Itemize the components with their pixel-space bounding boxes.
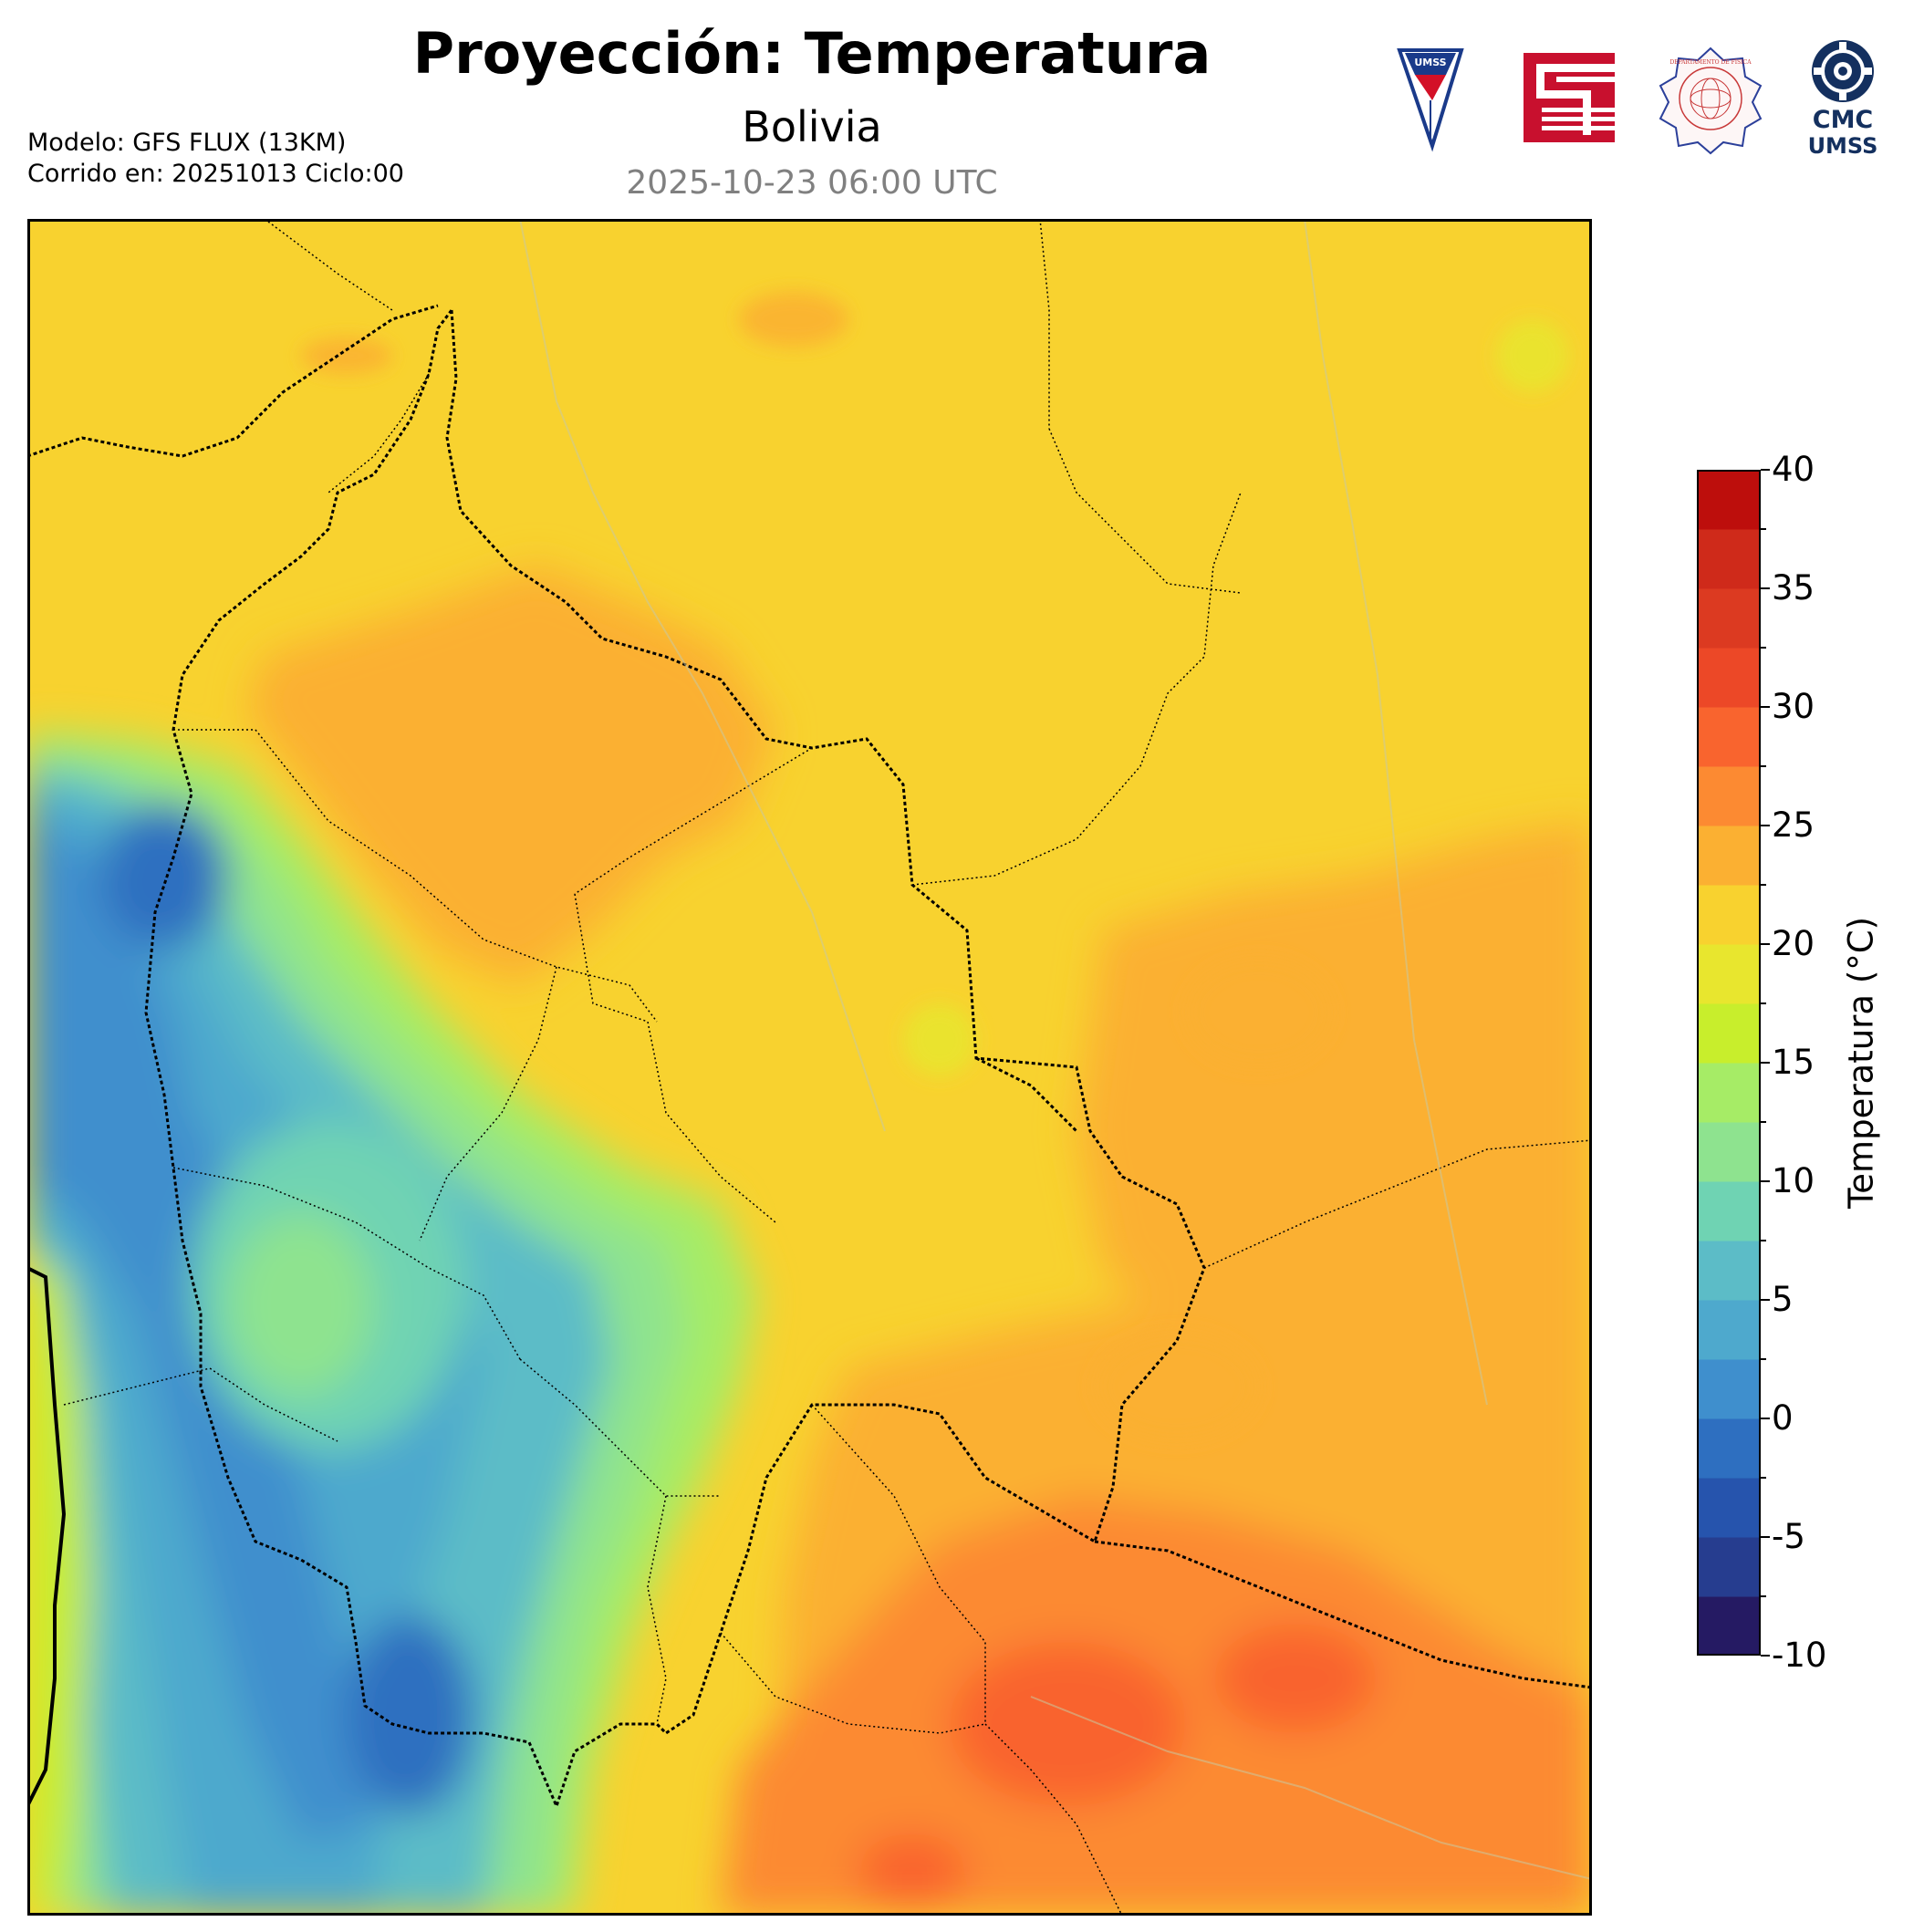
colorbar-frame — [1697, 470, 1761, 1656]
colorbar-label: Temperatura (°C) — [1841, 916, 1881, 1210]
colorbar-tick-label: 0 — [1772, 1398, 1794, 1438]
model-info-run: Corrido en: 20251013 Ciclo:00 — [27, 160, 404, 188]
colorbar-tick-mark — [1761, 587, 1770, 589]
colorbar-segment — [1697, 826, 1761, 886]
colorbar-segment — [1697, 470, 1761, 530]
colorbar-tick-label: 40 — [1772, 450, 1815, 489]
colorbar-tick-label: -10 — [1772, 1636, 1827, 1675]
colorbar-minor-tick — [1761, 884, 1766, 886]
colorbar-tick-label: 10 — [1772, 1161, 1815, 1200]
umss-logo-text: UMSS — [1414, 57, 1446, 68]
colorbar-tick-label: 20 — [1772, 924, 1815, 963]
temperature-map — [26, 218, 1593, 1916]
colorbar-segment — [1697, 648, 1761, 708]
colorbar-tick-mark — [1761, 1418, 1770, 1419]
colorbar-minor-tick — [1761, 528, 1766, 530]
colorbar-tick-mark — [1761, 1180, 1770, 1182]
colorbar-tick-mark — [1761, 1062, 1770, 1064]
cmc-umss-text: UMSS — [1808, 133, 1878, 159]
colorbar-segment — [1697, 1003, 1761, 1064]
colorbar-tick-mark — [1761, 825, 1770, 826]
colorbar-tick-label: 35 — [1772, 568, 1815, 608]
colorbar-minor-tick — [1761, 647, 1766, 649]
colorbar-minor-tick — [1761, 1121, 1766, 1123]
dept-seal-text: DEPARTAMENTO DE FÍSICA — [1669, 59, 1752, 66]
logo-bar: UMSS DEPARTAMENTO DE FÍSICA — [1396, 36, 1907, 164]
page-subtitle: Bolivia — [742, 102, 882, 151]
colorbar-segment — [1697, 1122, 1761, 1182]
colorbar-segment — [1697, 1418, 1761, 1479]
temperature-field — [27, 219, 1592, 1916]
colorbar-tick-label: 30 — [1772, 687, 1815, 726]
colorbar-segment — [1697, 766, 1761, 826]
colorbar-segment — [1697, 707, 1761, 767]
model-info-line: Modelo: GFS FLUX (13KM) — [27, 129, 347, 157]
colorbar-segment — [1697, 885, 1761, 945]
colorbar-segment — [1697, 1063, 1761, 1123]
colorbar-tick-label: 15 — [1772, 1043, 1815, 1082]
colorbar-segment — [1697, 1181, 1761, 1241]
department-borders — [63, 218, 1593, 1916]
cmc-text: CMC — [1813, 106, 1874, 134]
colorbar-segment — [1697, 1596, 1761, 1657]
forecast-datetime: 2025-10-23 06:00 UTC — [626, 164, 998, 202]
colorbar-minor-tick — [1761, 1477, 1766, 1479]
colorbar-minor-tick — [1761, 1002, 1766, 1004]
colorbar-tick-mark — [1761, 1536, 1770, 1538]
colorbar-tick-mark — [1761, 1655, 1770, 1657]
department-seal: DEPARTAMENTO DE FÍSICA — [1659, 47, 1763, 155]
colorbar-tick-label: 25 — [1772, 805, 1815, 845]
colorbar-tick-mark — [1761, 706, 1770, 708]
colorbar-segment — [1697, 1537, 1761, 1597]
colorbar-tick-mark — [1761, 943, 1770, 945]
colorbar-minor-tick — [1761, 1240, 1766, 1241]
colorbar-minor-tick — [1761, 1595, 1766, 1597]
colorbar-minor-tick — [1761, 1358, 1766, 1360]
colorbar-tick-label: -5 — [1772, 1517, 1805, 1556]
colorbar-segment — [1697, 529, 1761, 589]
colorbar-segment — [1697, 1300, 1761, 1360]
red-geometric-logo — [1524, 53, 1615, 142]
country-borders — [26, 304, 1593, 1811]
model-info: Modelo: GFS FLUX (13KM) Corrido en: 2025… — [27, 128, 404, 190]
umss-logo: UMSS — [1397, 48, 1464, 152]
map-frame — [27, 219, 1592, 1916]
colorbar-segment — [1697, 944, 1761, 1004]
colorbar-tick-mark — [1761, 1299, 1770, 1301]
colorbar-segment — [1697, 1478, 1761, 1538]
colorbar — [1697, 470, 1761, 1657]
colorbar-segment — [1697, 588, 1761, 649]
colorbar-segment — [1697, 1359, 1761, 1419]
colorbar-tick-label: 5 — [1772, 1280, 1794, 1319]
colorbar-minor-tick — [1761, 765, 1766, 767]
page-title: Proyección: Temperatura — [412, 20, 1212, 87]
colorbar-segment — [1697, 1241, 1761, 1301]
colorbar-tick-mark — [1761, 469, 1770, 471]
rivers — [519, 218, 1593, 1880]
cmc-umss-logo: CMC UMSS — [1808, 40, 1878, 159]
